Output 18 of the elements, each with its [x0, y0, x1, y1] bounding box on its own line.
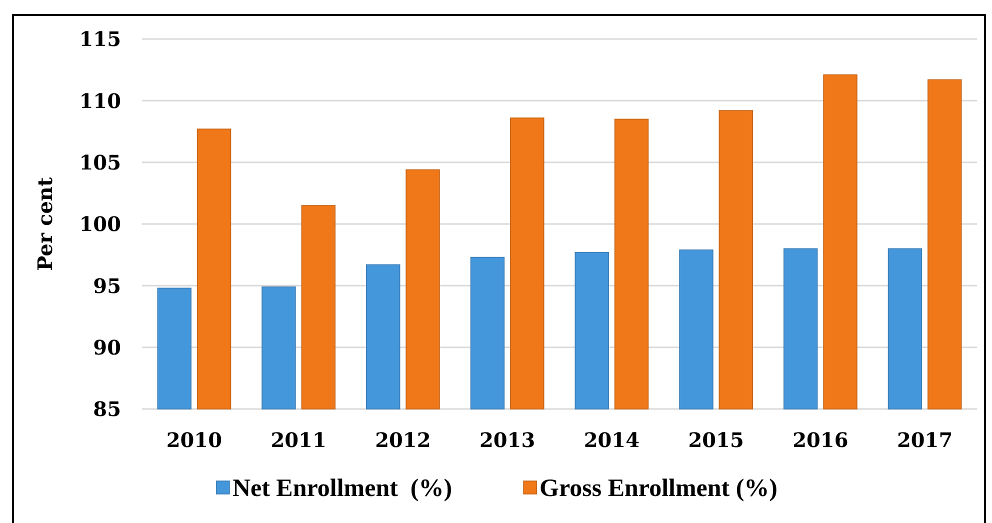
x-tick-label: 2017: [896, 428, 953, 452]
y-tick-label: 100: [79, 212, 121, 236]
x-tick-label: 2014: [584, 428, 640, 452]
x-tick-label: 2012: [375, 428, 431, 452]
x-tick-label: 2011: [270, 428, 326, 452]
y-tick-label: 85: [93, 397, 121, 422]
x-tick-label: 2016: [792, 428, 848, 452]
y-tick-label: 105: [79, 150, 121, 175]
legend-label: Net Enrollment (%): [232, 475, 452, 502]
x-tick-label: 2010: [166, 428, 222, 452]
x-tick-label: 2013: [479, 428, 536, 452]
y-axis-title: Per cent: [33, 176, 57, 271]
x-tick-label: 2015: [688, 428, 744, 452]
y-tick-label: 115: [79, 27, 121, 52]
y-tick-label: 110: [79, 88, 121, 113]
y-tick-label: 90: [93, 336, 121, 360]
y-tick-label: 95: [93, 274, 121, 298]
legend-label: Gross Enrollment (%): [540, 475, 778, 502]
